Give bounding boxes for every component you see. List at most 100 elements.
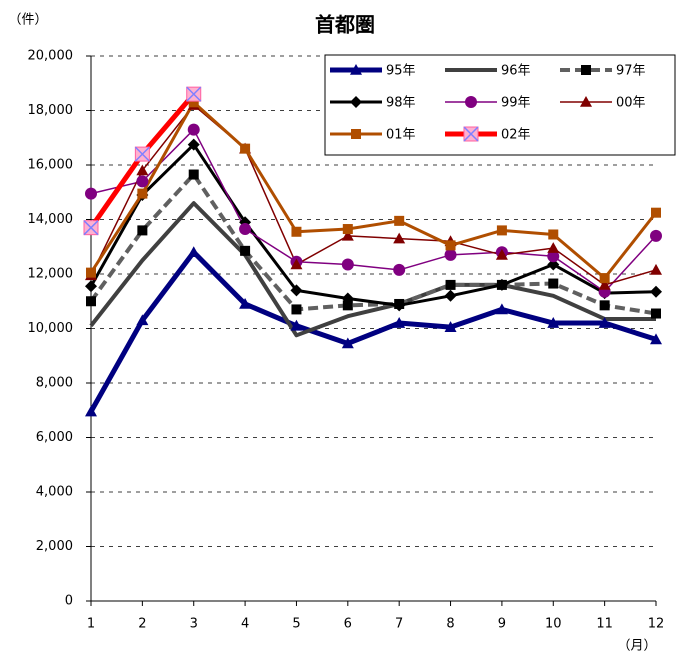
series-line: [88, 249, 657, 413]
x-tick-label: 12: [648, 617, 665, 632]
marker: [598, 278, 611, 290]
marker: [598, 317, 611, 328]
marker-x: [134, 146, 150, 162]
x-tick-label: 3: [190, 617, 198, 632]
marker: [393, 299, 406, 312]
y-tick-label: 8,000: [36, 376, 73, 391]
marker: [445, 240, 456, 251]
x-tick-label: 1: [87, 617, 95, 632]
marker: [394, 215, 405, 226]
marker: [548, 229, 559, 240]
marker: [137, 225, 148, 236]
marker: [350, 64, 362, 75]
legend-label: 00年: [616, 96, 646, 111]
y-tick-label: 2,000: [36, 539, 73, 554]
marker: [393, 263, 406, 276]
marker: [495, 303, 508, 315]
x-tick-label: 4: [241, 617, 249, 632]
marker: [291, 226, 302, 237]
y-tick-label: 6,000: [36, 430, 73, 445]
marker: [136, 175, 149, 188]
legend-label: 98年: [386, 96, 416, 111]
legend-label: 99年: [501, 96, 531, 111]
marker: [350, 96, 362, 108]
marker: [599, 273, 610, 284]
marker: [495, 278, 508, 291]
marker: [137, 188, 148, 199]
marker: [342, 300, 353, 311]
y-tick-label: 16,000: [28, 158, 74, 173]
legend-label: 02年: [501, 128, 531, 143]
marker: [290, 258, 303, 270]
x-tick-label: 6: [344, 617, 352, 632]
x-tick-label: 7: [395, 617, 403, 632]
legend-label: 96年: [501, 64, 531, 79]
x-tick-label: 5: [292, 617, 300, 632]
marker: [342, 224, 353, 235]
series-line: [89, 201, 656, 338]
marker: [85, 405, 97, 417]
marker: [85, 280, 97, 293]
y-tick-label: 10,000: [28, 321, 74, 336]
series-line: [89, 143, 657, 307]
marker: [239, 223, 252, 236]
marker: [444, 248, 457, 261]
y-tick-label: 14,000: [28, 212, 74, 227]
marker: [445, 279, 456, 290]
marker: [650, 333, 662, 345]
marker-x: [463, 126, 479, 142]
marker: [547, 250, 560, 263]
marker: [86, 296, 96, 307]
chart-title: 首都圏: [315, 13, 375, 37]
marker: [290, 284, 303, 297]
marker: [86, 267, 96, 278]
marker: [341, 258, 354, 271]
legend-label: 97年: [616, 64, 646, 79]
legend-label: 95年: [386, 64, 416, 79]
marker: [650, 285, 662, 298]
marker: [187, 246, 200, 257]
marker: [187, 123, 200, 136]
marker: [85, 187, 97, 200]
y-tick-label: 20,000: [28, 49, 74, 64]
marker: [240, 143, 251, 154]
marker: [240, 245, 251, 256]
marker: [351, 129, 361, 139]
x-tick-label: 9: [498, 617, 506, 632]
marker: [290, 319, 303, 331]
marker: [341, 229, 354, 241]
marker: [650, 229, 662, 242]
marker: [465, 96, 477, 108]
x-unit: （月）: [617, 639, 656, 654]
marker: [188, 97, 199, 108]
marker: [548, 278, 559, 289]
marker: [444, 321, 457, 332]
marker: [599, 300, 610, 311]
x-tick-label: 11: [596, 617, 613, 632]
x-tick-label: 8: [446, 617, 454, 632]
marker: [239, 297, 252, 309]
marker: [341, 292, 354, 305]
marker: [393, 232, 406, 244]
marker: [651, 207, 661, 218]
marker: [581, 65, 591, 75]
marker: [496, 225, 507, 236]
marker: [444, 289, 457, 302]
series-line: [89, 172, 657, 316]
marker: [136, 164, 149, 176]
marker: [341, 337, 354, 349]
series-line: [89, 100, 658, 280]
marker: [187, 138, 200, 151]
y-unit: （件）: [8, 13, 47, 28]
marker: [136, 314, 149, 326]
y-tick-label: 0: [65, 594, 73, 609]
marker: [651, 308, 661, 319]
marker: [291, 304, 302, 315]
marker: [83, 220, 99, 236]
y-tick-label: 12,000: [28, 267, 74, 282]
y-tick-label: 18,000: [28, 103, 74, 118]
marker: [580, 96, 592, 107]
series-line: [90, 128, 657, 293]
marker-x: [186, 86, 202, 102]
